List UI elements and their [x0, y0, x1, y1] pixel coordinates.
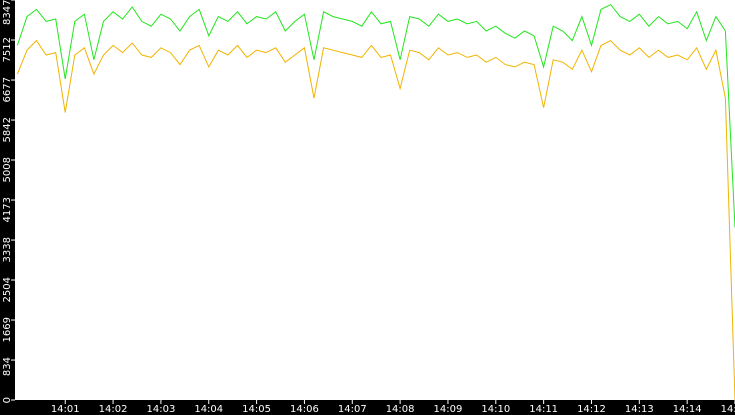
x-tick-label: 14:14 — [673, 404, 702, 415]
series-line — [16, 3, 735, 228]
y-tick-label: 1669 — [2, 317, 13, 342]
x-tick-label: 14:08 — [386, 404, 415, 415]
y-tick-label: 3338 — [2, 237, 13, 262]
x-tick-label: 14:04 — [194, 404, 223, 415]
x-tick-label: 14:06 — [290, 404, 319, 415]
x-tick-label: 14:11 — [529, 404, 558, 415]
y-tick-label: 8347 — [2, 0, 13, 25]
x-tick-label: 14:10 — [481, 404, 510, 415]
y-tick-label: 0 — [2, 397, 13, 403]
x-tick-label: 14:12 — [577, 404, 606, 415]
y-tick-label: 4173 — [2, 197, 13, 222]
x-tick-label: 14:05 — [242, 404, 271, 415]
x-tick-label: 14:01 — [51, 404, 80, 415]
x-tick-label: 14:02 — [99, 404, 128, 415]
y-tick-label: 834 — [2, 357, 13, 376]
x-tick-label: 14:07 — [338, 404, 367, 415]
series-line — [16, 39, 735, 401]
y-tick-label: 2504 — [2, 277, 13, 302]
x-tick-label: 14:15 — [721, 404, 735, 415]
x-tick-label: 14:03 — [146, 404, 175, 415]
y-tick-label: 5008 — [2, 157, 13, 182]
y-tick-label: 5842 — [2, 117, 13, 142]
x-tick-label: 14:13 — [625, 404, 654, 415]
x-tick-label: 14:09 — [434, 404, 463, 415]
x-axis-strip — [0, 400, 735, 415]
y-axis-strip — [0, 0, 15, 415]
y-tick-label: 6677 — [2, 77, 13, 102]
y-tick-label: 7512 — [2, 37, 13, 62]
